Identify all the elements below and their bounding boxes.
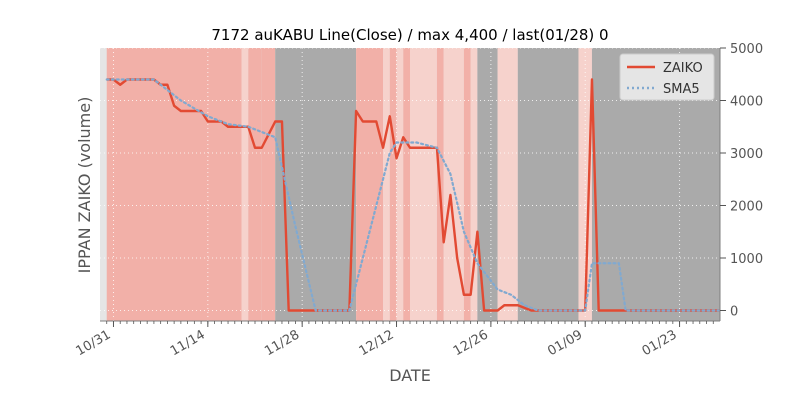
background-band-light: [383, 48, 390, 321]
y-tick-label: 5000: [730, 42, 763, 57]
chart-title: 7172 auKABU Line(Close) / max 4,400 / la…: [211, 26, 608, 44]
legend: ZAIKO SMA5: [619, 53, 715, 101]
background-band-strong: [261, 48, 276, 321]
x-axis-label: DATE: [389, 366, 431, 385]
background-band-light: [497, 48, 518, 321]
x-tick-label: 11/14: [168, 327, 208, 359]
x-tick-label: 01/09: [545, 327, 585, 359]
series-lines: [105, 78, 722, 312]
y-tick-label: 1000: [730, 252, 763, 267]
background-band-strong: [403, 48, 410, 321]
x-tick-label: 10/31: [74, 327, 114, 359]
x-tick-label: 11/28: [262, 327, 302, 359]
background-band-gray: [517, 48, 579, 321]
background-band-light: [410, 48, 437, 321]
y-tick-label: 2000: [730, 200, 763, 215]
y-tick-label: 4000: [730, 95, 763, 110]
background-band-strong: [248, 48, 262, 321]
y-axis-label: IPPAN ZAIKO (volume): [75, 97, 94, 274]
legend-label-zaiko: ZAIKO: [663, 61, 703, 76]
background-band-light: [396, 48, 404, 321]
background-band-strong: [389, 48, 397, 321]
background-bands: [106, 48, 720, 321]
background-band-light: [470, 48, 478, 321]
background-band-gray: [477, 48, 498, 321]
series-line-zaiko: [106, 78, 720, 312]
x-axis: 10/31 11/14 11/28 12/12 12/26 01/09 01/23: [74, 321, 714, 359]
y-tick-label: 0: [730, 305, 738, 320]
x-tick-label: 01/23: [640, 327, 680, 359]
y-tick-label: 3000: [730, 147, 763, 162]
background-band-strong: [106, 48, 242, 321]
y-axis: 0 1000 2000 3000 4000 5000: [720, 42, 763, 320]
x-tick-label: 12/26: [451, 327, 491, 359]
background-band-light: [241, 48, 249, 321]
x-tick-label: 12/12: [357, 327, 397, 359]
series-line-sma5: [105, 78, 722, 312]
background-band-strong: [356, 48, 384, 321]
legend-label-sma5: SMA5: [663, 82, 700, 97]
background-band-gray: [275, 48, 357, 321]
background-band-strong: [463, 48, 471, 321]
